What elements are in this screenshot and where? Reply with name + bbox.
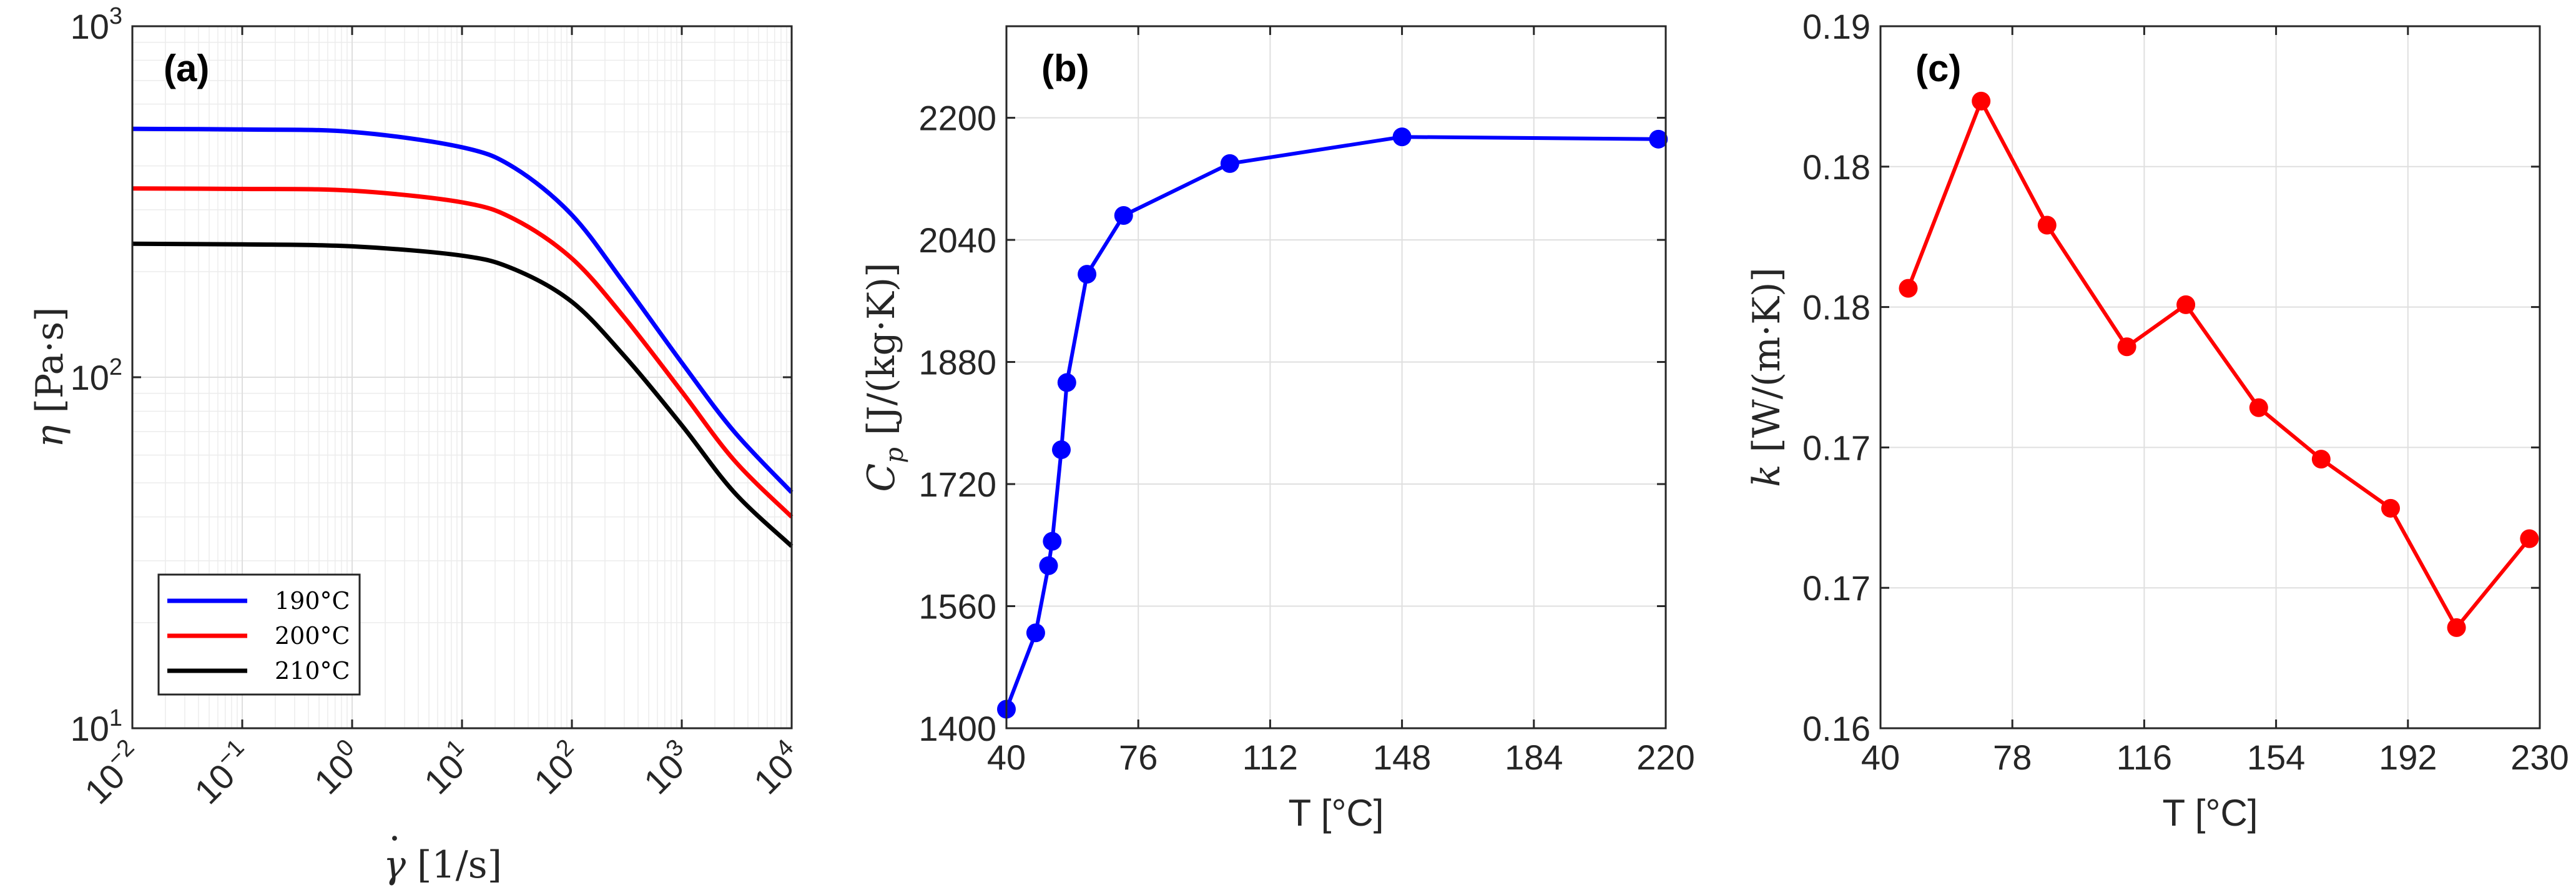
panel-b-grid (1006, 26, 1666, 729)
svg-text:Cp [J/(kg·K)]: Cp [J/(kg·K)] (860, 262, 909, 492)
panel-c-ticks: 40 78 116 154 192 230 0.16 0.17 0.17 0.18 0.18 0.19 (1802, 7, 2569, 777)
data-point (2249, 398, 2268, 417)
data-point (2311, 450, 2331, 469)
y-tick-label: 101 (71, 705, 122, 748)
panel-a-ylabel: η [Pa·s] (28, 307, 72, 447)
panel-b-ylabel: Cp [J/(kg·K)] (860, 262, 909, 492)
svg-text:[1/s]: [1/s] (417, 843, 502, 887)
series-line-0 (1005, 135, 1659, 710)
y-tick-label: 102 (71, 354, 122, 397)
panel-b-heat-capacity: 40 76 112 148 184 220 1400 1560 1720 1880 2040 2200… (860, 25, 1695, 834)
x-tick-label: 220 (1636, 738, 1694, 777)
y-tick-label: 0.18 (1802, 147, 1871, 187)
legend-label: 190°C (275, 587, 350, 615)
x-tick-label: 102 (524, 734, 591, 802)
x-tick-label: 40 (1861, 738, 1900, 777)
legend-label: 210°C (275, 657, 350, 685)
data-point (1972, 91, 1991, 111)
x-tick-label: 112 (1242, 738, 1298, 777)
data-point (2447, 618, 2466, 637)
x-tick-label: 40 (987, 738, 1026, 777)
data-point (1052, 440, 1071, 460)
data-point (1057, 373, 1076, 392)
y-tick-label: 0.17 (1802, 428, 1871, 467)
panel-b-frame (1005, 25, 1667, 729)
y-tick-label: 0.18 (1802, 288, 1871, 327)
data-point (2117, 337, 2136, 357)
x-tick-label: 100 (304, 734, 371, 802)
panel-c-thermal-conductivity: 40 78 116 154 192 230 0.16 0.17 0.17 0.18 0.18 0.19… (1745, 7, 2569, 834)
x-tick-label: 78 (1993, 738, 2032, 777)
x-tick-label: 10−1 (184, 734, 261, 811)
x-tick-label: 116 (2116, 738, 2172, 777)
panel-c-grid (1880, 26, 2540, 729)
y-tick-label: 0.17 (1802, 568, 1871, 608)
data-point (1114, 205, 1133, 225)
x-tick-label: 103 (634, 734, 701, 802)
legend-label: 200°C (275, 622, 350, 650)
data-point (1649, 129, 1668, 149)
panel-c-series (1899, 91, 2539, 637)
x-tick-label: 101 (414, 734, 481, 802)
data-point (1899, 279, 1918, 298)
panel-a-letter: (a) (164, 47, 209, 89)
y-tick-label: 1560 (918, 587, 996, 626)
panel-b-series (997, 127, 1668, 719)
data-point (1043, 532, 1062, 551)
svg-text:·: · (388, 817, 400, 861)
legend-box (157, 573, 361, 696)
data-point (2037, 215, 2057, 235)
y-tick-label: 1880 (918, 343, 996, 382)
data-point (1392, 127, 1412, 147)
data-point (1039, 556, 1058, 575)
panel-a-legend: 190°C 200°C 210°C (157, 573, 361, 696)
y-tick-label: 2200 (918, 99, 996, 138)
series-line-2 (132, 241, 794, 548)
y-tick-label: 103 (71, 3, 122, 46)
x-tick-label: 76 (1119, 738, 1158, 777)
x-tick-label: 154 (2247, 738, 2305, 777)
data-point (2176, 295, 2196, 314)
data-point (2520, 529, 2539, 548)
x-tick-label: 104 (744, 734, 811, 802)
svg-text:γ: γ (383, 843, 406, 887)
data-point (1220, 154, 1239, 173)
panel-c-xlabel: T [°C] (2163, 792, 2258, 834)
series-line-0 (1906, 99, 2531, 630)
data-point (2381, 498, 2401, 518)
y-tick-label: 1400 (918, 709, 996, 748)
x-tick-label: 184 (1505, 738, 1563, 777)
data-point (1078, 265, 1097, 284)
y-tick-label: 0.16 (1802, 709, 1871, 748)
panel-a-xlabel: γ · [1/s] (383, 817, 502, 887)
x-tick-label: 148 (1373, 738, 1431, 777)
y-tick-label: 2040 (918, 220, 996, 260)
panel-b-xlabel: T [°C] (1289, 792, 1384, 834)
series-line-0 (132, 126, 794, 494)
panel-c-frame (1879, 25, 2541, 729)
panel-b-ticks: 40 76 112 148 184 220 1400 1560 1720 1880 2040 2200 (918, 26, 1695, 777)
x-tick-label: 230 (2510, 738, 2569, 777)
data-point (1026, 623, 1045, 643)
svg-text:η [Pa·s]: η [Pa·s] (28, 307, 72, 447)
x-tick-label: 192 (2379, 738, 2437, 777)
panel-c-letter: (c) (1915, 47, 1961, 89)
panel-b-letter: (b) (1041, 47, 1089, 89)
series-line-1 (132, 186, 794, 519)
panel-a-series (132, 126, 794, 548)
panel-c-ylabel: k [W/(m·K)] (1745, 267, 1789, 487)
svg-text:k [W/(m·K)]: k [W/(m·K)] (1745, 267, 1789, 487)
y-tick-label: 1720 (918, 465, 996, 504)
y-tick-label: 0.19 (1802, 7, 1871, 46)
